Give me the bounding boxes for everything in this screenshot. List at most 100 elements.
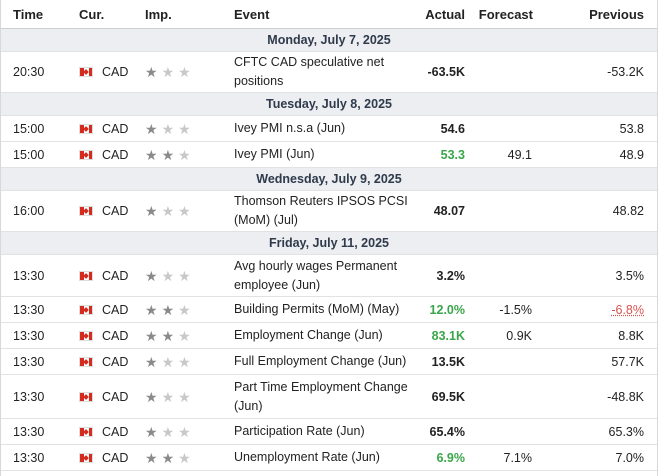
col-event-header[interactable]: Event [234,6,270,22]
event-time: 15:00 [13,147,45,162]
importance-stars: ★ ★ ★ [145,303,195,317]
event-currency: CAD [79,425,128,439]
date-band: Monday, July 7, 2025 [1,29,657,52]
event-name[interactable]: Thomson Reuters IPSOS PCSI (MoM) (Jul) [234,194,408,227]
event-actual: 6.9% [436,450,466,465]
event-row[interactable]: 15:00 CAD ★ ★ ★ Ivey PMI n.s.a (Jun) 54.6 53.8 [1,116,657,142]
star-empty-icon: ★ [161,203,175,219]
currency-code: CAD [102,121,129,136]
star-filled-icon: ★ [161,301,175,318]
event-row[interactable]: 20:30 CAD ★ ★ ★ CFTC CAD speculative net posi… [1,52,657,93]
event-forecast: -1.5% [499,302,532,317]
event-actual: 69.5K [431,389,465,404]
event-time: 20:30 [13,65,45,79]
importance-stars: ★ ★ ★ [145,329,195,343]
star-empty-icon: ★ [178,120,191,137]
event-time: 16:00 [13,204,45,218]
event-previous: 7.0% [615,450,645,465]
event-name[interactable]: Ivey PMI n.s.a (Jun) [234,121,346,135]
star-empty-icon: ★ [178,146,191,163]
event-previous: -53.2K [607,65,644,79]
col-time-header[interactable]: Time [13,6,44,22]
event-name[interactable]: Building Permits (MoM) (May) [234,302,400,316]
event-row[interactable]: 13:30 CAD ★ ★ ★ Participation Rate (Jun) 65.4%… [1,419,657,445]
date-band: Tuesday, July 8, 2025 [1,93,657,116]
star-empty-icon: ★ [178,267,191,284]
currency-code: CAD [102,450,129,465]
importance-stars: ★ ★ ★ [145,355,195,369]
event-actual: 54.6 [440,121,465,136]
event-time: 13:30 [13,268,45,283]
event-currency: CAD [79,303,128,317]
currency-code: CAD [102,65,129,79]
event-actual: 53.3 [440,147,465,162]
canada-flag-icon [79,330,93,341]
importance-stars: ★ ★ ★ [145,204,195,218]
canada-flag-icon [79,149,93,160]
event-name[interactable]: Ivey PMI (Jun) [234,147,315,161]
event-actual: -63.5K [427,65,465,79]
event-name[interactable]: Part Time Employment Change (Jun) [234,379,408,413]
event-name[interactable]: Full Employment Change (Jun) [234,354,407,368]
event-actual: 3.2% [436,268,466,283]
currency-code: CAD [102,424,129,439]
currency-code: CAD [102,147,129,162]
star-empty-icon: ★ [178,423,191,440]
canada-flag-icon [79,356,93,367]
event-row[interactable]: 16:00 CAD ★ ★ ★ Thomson Reuters IPSOS PCSI (M… [1,191,657,232]
event-previous: 48.82 [612,204,644,218]
event-time: 13:30 [13,450,45,465]
star-empty-icon: ★ [161,64,175,80]
star-filled-icon: ★ [145,388,158,405]
event-name[interactable]: Avg hourly wages Permanent employee (Jun… [234,258,398,292]
currency-code: CAD [102,389,129,404]
event-row[interactable]: 13:30 CAD ★ ★ ★ Full Employment Change (Jun) 1… [1,349,657,375]
event-row[interactable]: 13:30 CAD ★ ★ ★ Unemployment Rate (Jun) 6.9% 7.… [1,445,657,471]
date-band: Friday, July 11, 2025 [1,232,657,255]
event-forecast: 0.9K [506,328,532,343]
currency-code: CAD [102,268,129,283]
event-previous: 48.9 [619,147,644,162]
star-filled-icon: ★ [145,449,158,466]
currency-code: CAD [102,354,129,369]
event-name[interactable]: CFTC CAD speculative net positions [234,55,385,88]
star-filled-icon: ★ [145,267,158,284]
event-row[interactable]: 15:00 CAD ★ ★ ★ Ivey PMI (Jun) 53.3 49.1 48.9 [1,142,657,168]
star-filled-icon: ★ [145,327,158,344]
col-importance-header[interactable]: Imp. [145,6,172,22]
event-previous: 57.7K [611,354,644,369]
importance-stars: ★ ★ ★ [145,65,195,79]
col-actual-header[interactable]: Actual [425,6,465,22]
star-empty-icon: ★ [178,203,191,219]
event-currency: CAD [79,204,128,218]
col-previous-header[interactable]: Previous [589,6,644,22]
event-time: 13:30 [13,424,45,439]
event-row[interactable]: 13:30 CAD ★ ★ ★ Building Permits (MoM) (May) 1… [1,297,657,323]
canada-flag-icon [79,426,93,437]
date-band: Wednesday, July 9, 2025 [1,168,657,191]
canada-flag-icon [79,270,93,281]
star-empty-icon: ★ [161,388,175,405]
event-currency: CAD [79,269,128,283]
currency-code: CAD [102,302,129,317]
event-name[interactable]: Participation Rate (Jun) [234,424,365,438]
event-currency: CAD [79,355,128,369]
event-name[interactable]: Employment Change (Jun) [234,328,383,342]
event-forecast: 49.1 [507,147,532,162]
event-row[interactable]: 13:30 CAD ★ ★ ★ Part Time Employment Change (… [1,375,657,419]
canada-flag-icon [79,206,93,216]
event-currency: CAD [79,122,128,136]
event-row[interactable]: 13:30 CAD ★ ★ ★ Avg hourly wages Permanent em… [1,255,657,297]
importance-stars: ★ ★ ★ [145,425,195,439]
event-previous: 65.3% [608,424,644,439]
col-forecast-header[interactable]: Forecast [478,6,533,22]
event-actual: 13.5K [431,354,465,369]
event-row[interactable]: 13:30 CAD ★ ★ ★ Employment Change (Jun) 83.1K 0… [1,323,657,349]
event-name[interactable]: Unemployment Rate (Jun) [234,450,380,464]
col-currency-header[interactable]: Cur. [79,6,105,22]
canada-flag-icon [79,304,93,315]
event-currency: CAD [79,451,128,465]
event-time: 13:30 [13,354,45,369]
star-empty-icon: ★ [161,353,175,370]
